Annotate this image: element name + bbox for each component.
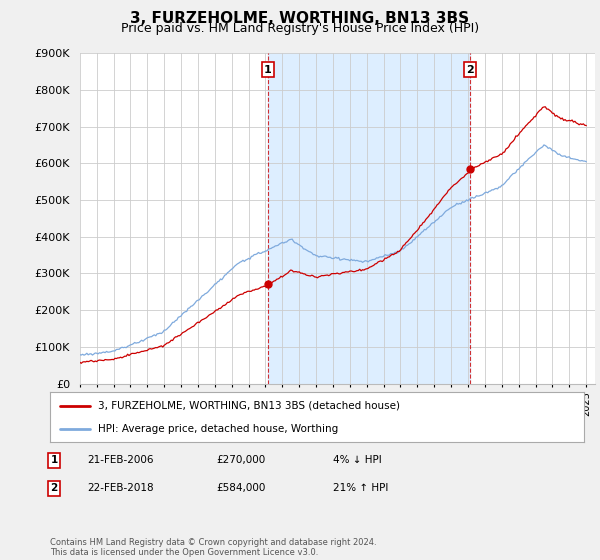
Text: 3, FURZEHOLME, WORTHING, BN13 3BS (detached house): 3, FURZEHOLME, WORTHING, BN13 3BS (detac… bbox=[98, 400, 400, 410]
Text: 4% ↓ HPI: 4% ↓ HPI bbox=[333, 455, 382, 465]
Text: 2: 2 bbox=[50, 483, 58, 493]
Text: 1: 1 bbox=[50, 455, 58, 465]
Point bbox=[466, 165, 475, 174]
Point bbox=[263, 280, 272, 289]
Text: Contains HM Land Registry data © Crown copyright and database right 2024.
This d: Contains HM Land Registry data © Crown c… bbox=[50, 538, 376, 557]
Text: HPI: Average price, detached house, Worthing: HPI: Average price, detached house, Wort… bbox=[98, 424, 338, 434]
Text: 3, FURZEHOLME, WORTHING, BN13 3BS: 3, FURZEHOLME, WORTHING, BN13 3BS bbox=[130, 11, 470, 26]
Text: 22-FEB-2018: 22-FEB-2018 bbox=[87, 483, 154, 493]
Text: £584,000: £584,000 bbox=[216, 483, 265, 493]
Text: 1: 1 bbox=[264, 65, 272, 74]
Bar bbox=[268, 53, 470, 384]
Text: Price paid vs. HM Land Registry's House Price Index (HPI): Price paid vs. HM Land Registry's House … bbox=[121, 22, 479, 35]
Text: £270,000: £270,000 bbox=[216, 455, 265, 465]
Text: 21-FEB-2006: 21-FEB-2006 bbox=[87, 455, 154, 465]
Text: 21% ↑ HPI: 21% ↑ HPI bbox=[333, 483, 388, 493]
Text: 2: 2 bbox=[466, 65, 474, 74]
